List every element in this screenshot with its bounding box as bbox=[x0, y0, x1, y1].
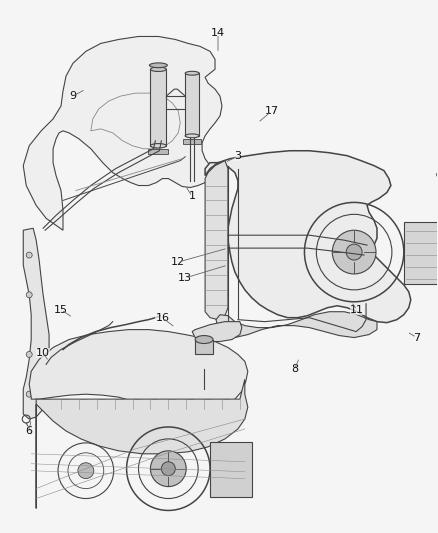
Ellipse shape bbox=[185, 71, 199, 75]
Polygon shape bbox=[23, 228, 49, 419]
Text: 17: 17 bbox=[265, 106, 279, 116]
Polygon shape bbox=[23, 36, 222, 230]
Text: 6: 6 bbox=[26, 426, 33, 436]
Text: 11: 11 bbox=[350, 305, 364, 314]
Text: 16: 16 bbox=[155, 313, 170, 322]
Circle shape bbox=[26, 351, 32, 358]
Circle shape bbox=[26, 391, 32, 397]
Bar bbox=[185, 73, 199, 136]
Text: 13: 13 bbox=[178, 273, 192, 283]
Bar bbox=[210, 442, 252, 497]
Text: 3: 3 bbox=[234, 151, 241, 161]
Polygon shape bbox=[29, 329, 248, 411]
Circle shape bbox=[26, 292, 32, 298]
Polygon shape bbox=[205, 151, 411, 322]
Polygon shape bbox=[216, 312, 377, 337]
Circle shape bbox=[26, 252, 32, 258]
Ellipse shape bbox=[150, 143, 166, 148]
Circle shape bbox=[78, 463, 94, 479]
Polygon shape bbox=[192, 321, 242, 342]
Bar bbox=[150, 69, 166, 146]
Text: 1: 1 bbox=[189, 191, 196, 201]
Ellipse shape bbox=[150, 67, 166, 71]
Ellipse shape bbox=[185, 134, 199, 138]
Circle shape bbox=[150, 451, 186, 487]
Text: 9: 9 bbox=[69, 91, 77, 101]
Ellipse shape bbox=[149, 63, 167, 68]
Text: 15: 15 bbox=[54, 305, 68, 314]
Circle shape bbox=[346, 244, 362, 260]
Bar bbox=[148, 149, 168, 154]
Polygon shape bbox=[36, 379, 248, 508]
Text: 10: 10 bbox=[36, 349, 50, 359]
Circle shape bbox=[332, 230, 376, 274]
Bar bbox=[183, 139, 201, 144]
Text: 12: 12 bbox=[171, 257, 185, 267]
Bar bbox=[195, 340, 213, 354]
Circle shape bbox=[161, 462, 175, 475]
Polygon shape bbox=[205, 160, 228, 320]
Circle shape bbox=[437, 172, 438, 177]
Bar bbox=[404, 222, 438, 284]
Text: 7: 7 bbox=[413, 333, 420, 343]
Ellipse shape bbox=[195, 336, 213, 343]
Text: 14: 14 bbox=[211, 28, 225, 38]
Text: 8: 8 bbox=[291, 365, 298, 374]
